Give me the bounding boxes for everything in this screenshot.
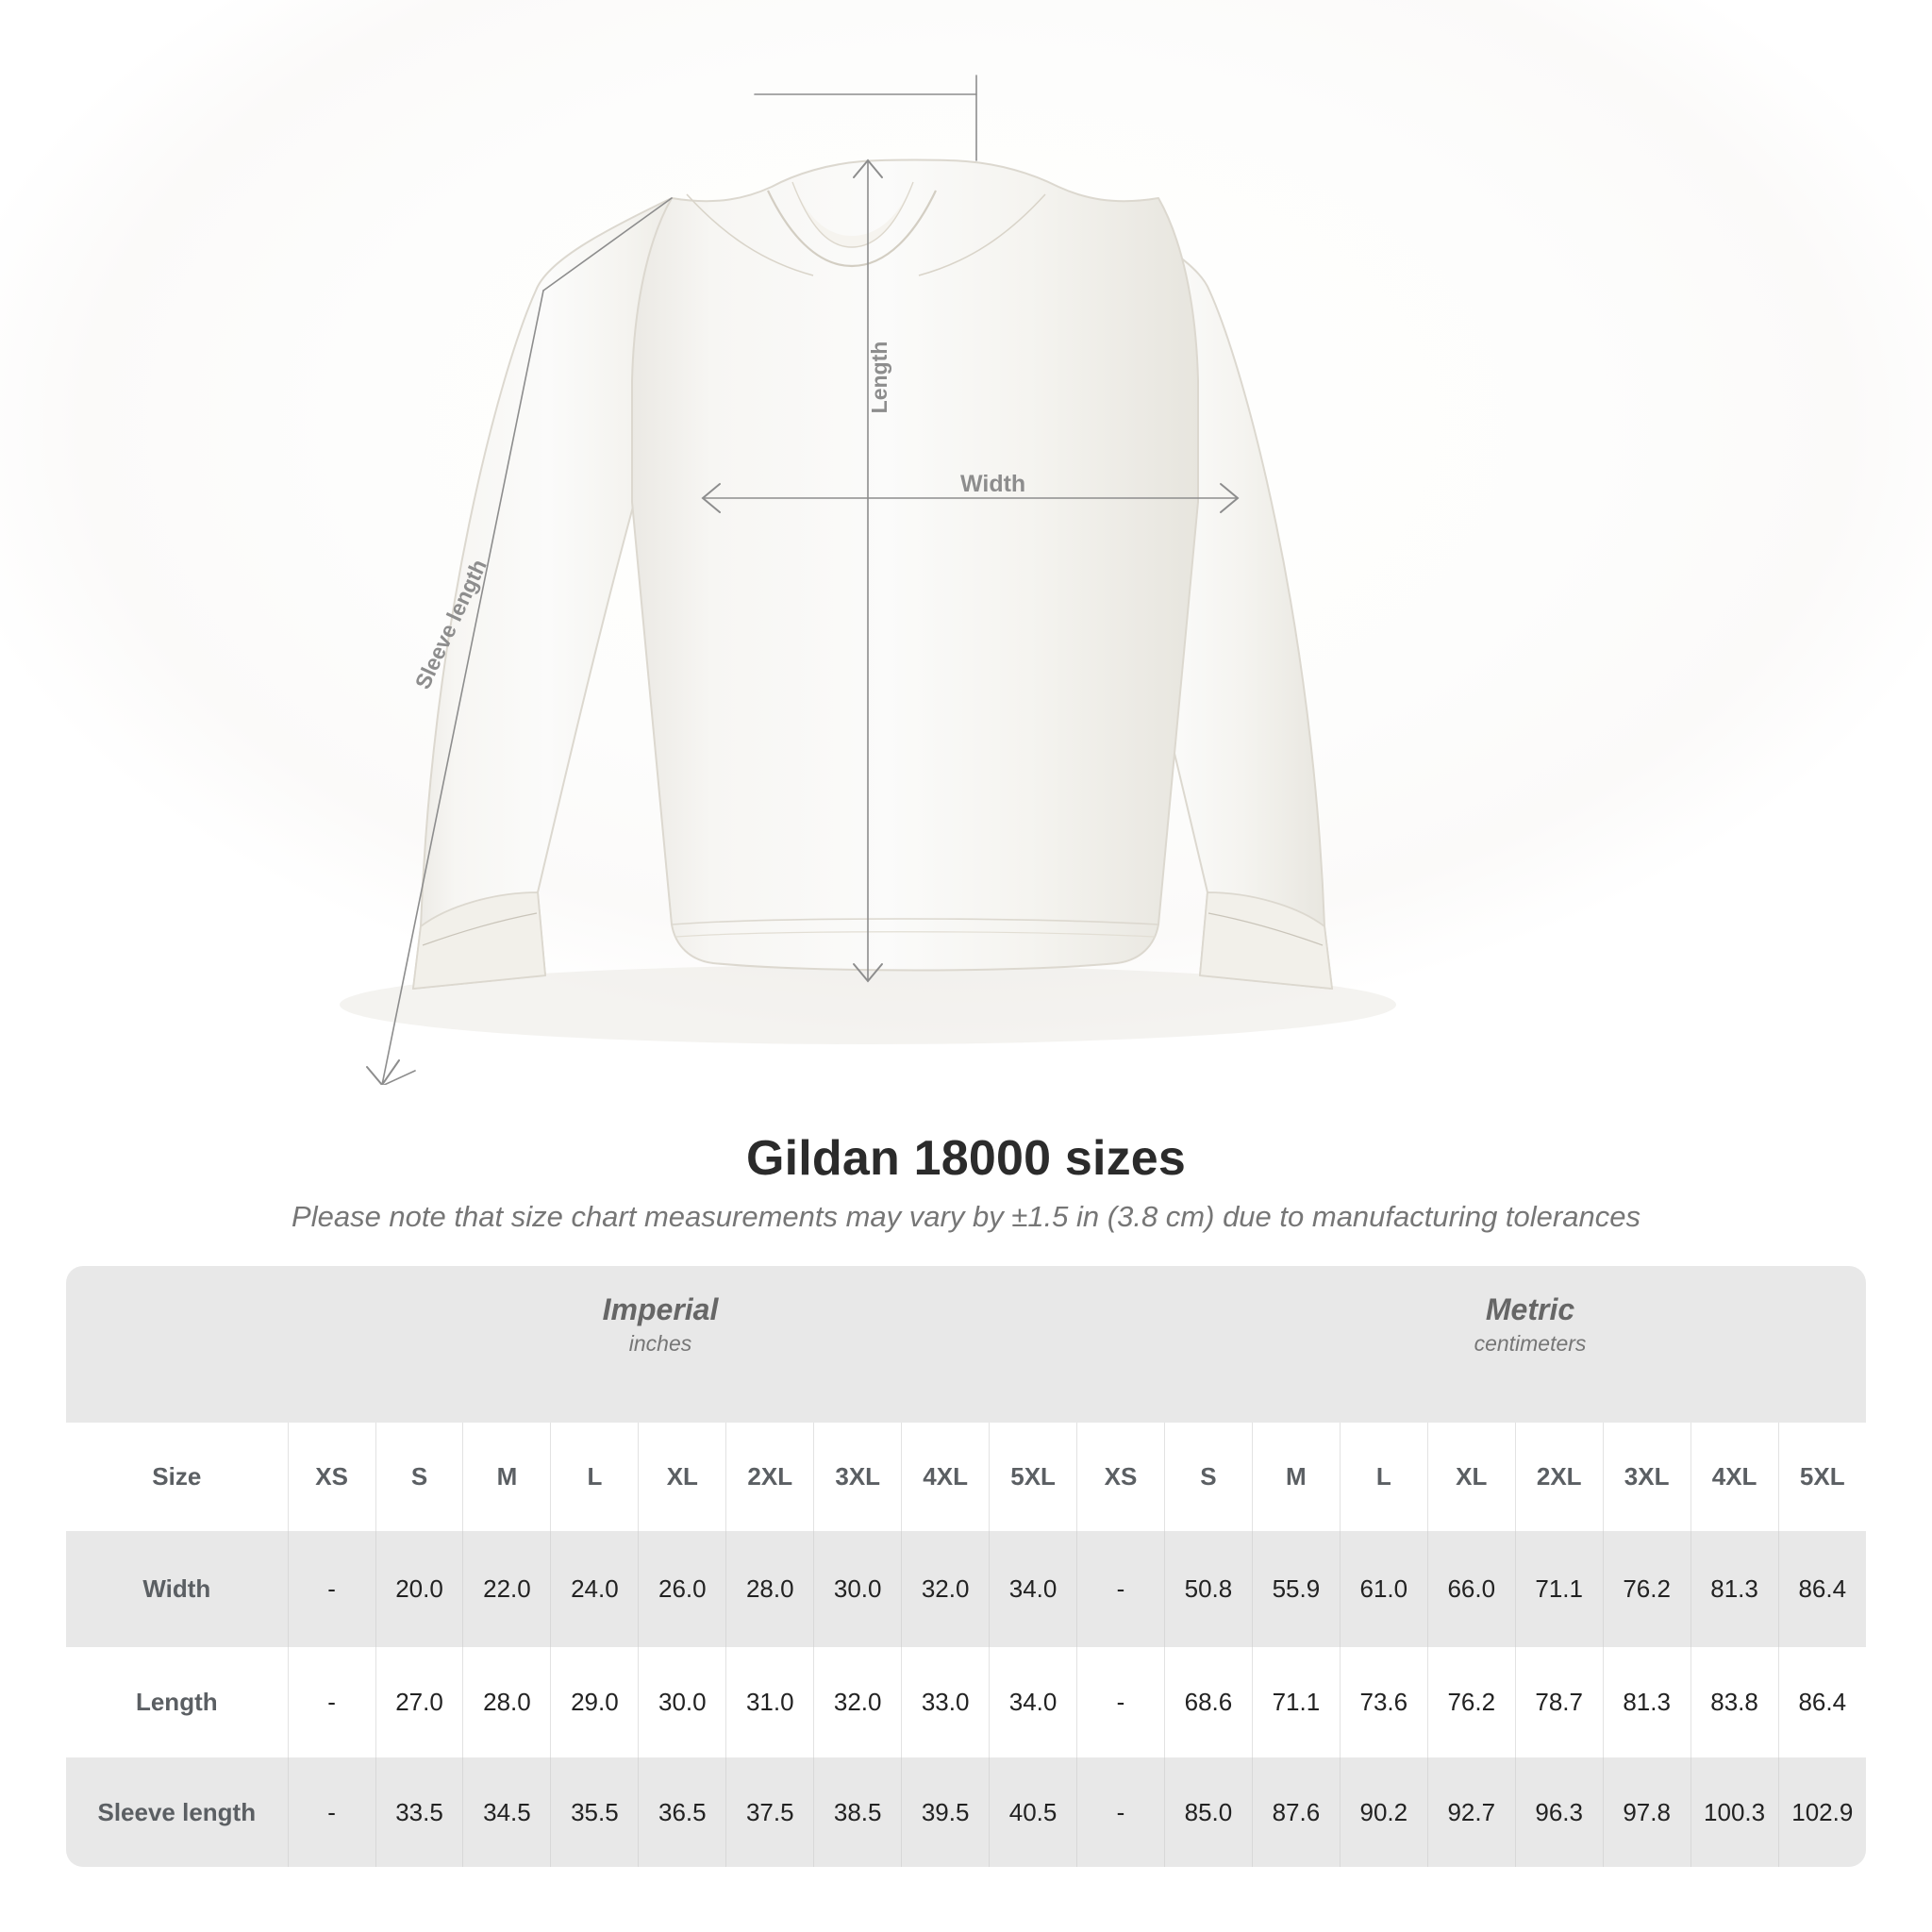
svg-text:Length: Length (867, 341, 891, 414)
svg-text:Width: Width (960, 471, 1025, 497)
